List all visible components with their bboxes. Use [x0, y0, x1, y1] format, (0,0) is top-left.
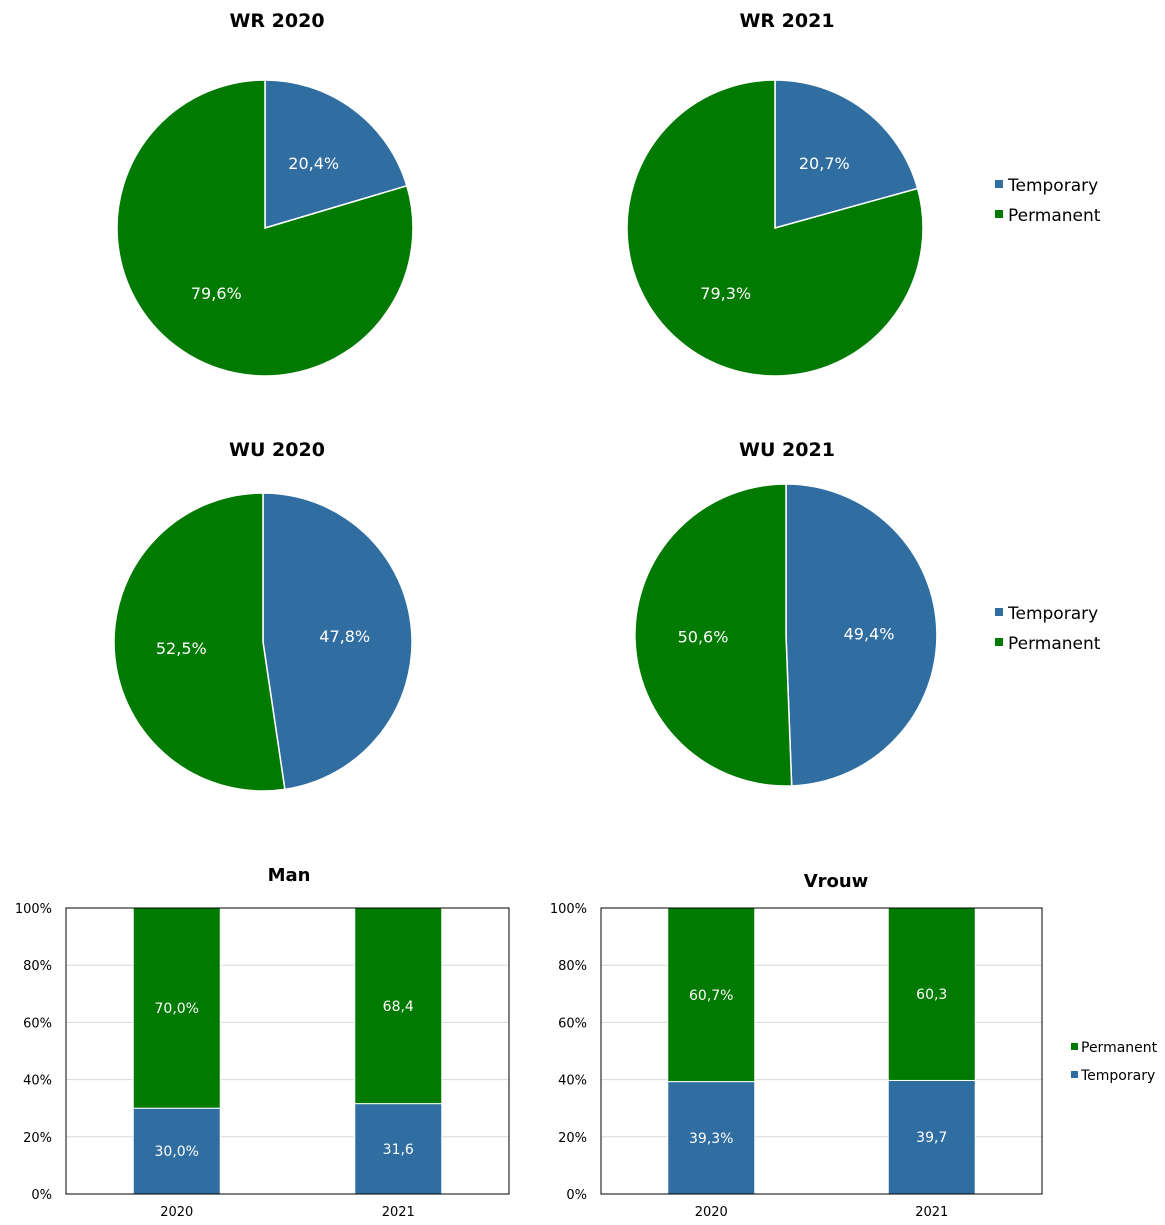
- y-tick-label: 60%: [558, 1016, 587, 1031]
- bar-chart-title: Vrouw: [804, 871, 869, 892]
- y-tick-label: 80%: [23, 959, 52, 974]
- pie-slice-permanent: [634, 483, 793, 787]
- bar-chart-vrouw: Vrouw 0% 20% 40% 60% 80% 100% 39,3% 60,7% 2020 39,…: [550, 871, 1158, 1220]
- pie-slice-temporary: [264, 79, 408, 230]
- pie-title: WU 2021: [739, 439, 835, 461]
- x-tick-label: 2020: [695, 1205, 728, 1220]
- legend-item-temporary: Temporary: [1080, 1068, 1155, 1084]
- y-tick-label: 100%: [15, 902, 52, 917]
- y-tick-label: 100%: [550, 902, 587, 917]
- y-tick-label: 80%: [558, 959, 587, 974]
- legend-swatch-permanent: [995, 210, 1003, 218]
- pie-chart-2: WR 2021 20,7% 79,3%: [626, 10, 924, 377]
- pie-legend: Temporary Permanent: [995, 176, 1101, 226]
- pie-title: WR 2021: [739, 10, 834, 32]
- plot-area-border: [600, 907, 1043, 1195]
- y-tick-label: 0%: [566, 1188, 587, 1203]
- pie-slice-temporary: [785, 483, 938, 787]
- y-tick-label: 0%: [31, 1188, 52, 1203]
- bar-data-label: 30,0%: [155, 1144, 199, 1160]
- legend-swatch-permanent: [995, 638, 1003, 646]
- legend-swatch-permanent: [1071, 1043, 1078, 1050]
- bar-segment-permanent: [132, 907, 221, 1109]
- y-tick-label: 20%: [23, 1131, 52, 1146]
- pie-title: WR 2020: [229, 10, 324, 32]
- legend-swatch-temporary: [995, 180, 1003, 188]
- bar-segment-permanent: [887, 907, 976, 1081]
- bar-segment-temporary: [667, 1081, 756, 1195]
- pie-slice-label: 79,6%: [191, 284, 242, 303]
- pie-slice-label: 20,7%: [799, 154, 850, 173]
- legend-item-temporary: Temporary: [1007, 604, 1098, 624]
- pie-slice-permanent: [113, 492, 286, 792]
- pie-slice-label: 49,4%: [844, 624, 895, 643]
- pie-slice-label: 79,3%: [700, 284, 751, 303]
- pie-title: WU 2020: [229, 439, 325, 461]
- pie-slice-temporary: [262, 492, 413, 791]
- bar-data-label: 39,3%: [689, 1131, 733, 1147]
- plot-area-border: [65, 907, 510, 1195]
- legend-swatch-temporary: [1071, 1071, 1078, 1078]
- bar-data-label: 68,4: [383, 999, 414, 1015]
- pie-slice-permanent: [116, 79, 414, 377]
- bar-data-label: 60,3: [916, 987, 947, 1003]
- y-tick-label: 60%: [23, 1016, 52, 1031]
- bar-legend: Permanent Temporary: [1071, 1040, 1158, 1084]
- legend-item-temporary: Temporary: [1007, 176, 1098, 196]
- pie-chart-4: WU 2021 49,4% 50,6%: [634, 439, 938, 787]
- pie-legend: Temporary Permanent: [995, 604, 1101, 654]
- y-tick-label: 40%: [23, 1074, 52, 1089]
- pie-slice-label: 20,4%: [288, 154, 339, 173]
- pie-slice-label: 50,6%: [678, 628, 729, 647]
- pie-chart-1: WR 2020 20,4% 79,6%: [116, 10, 414, 377]
- pie-chart-3: WU 2020 47,8% 52,5%: [113, 439, 413, 792]
- bar-data-label: 39,7: [916, 1130, 947, 1146]
- legend-swatch-temporary: [995, 608, 1003, 616]
- bar-data-label: 60,7%: [689, 988, 733, 1004]
- bar-data-label: 70,0%: [155, 1001, 199, 1017]
- legend-item-permanent: Permanent: [1008, 206, 1101, 226]
- bar-chart-title: Man: [268, 865, 311, 886]
- pie-slice-label: 52,5%: [156, 639, 207, 658]
- bar-segment-temporary: [132, 1107, 221, 1195]
- legend-item-permanent: Permanent: [1008, 634, 1101, 654]
- bar-chart-man: Man 0% 20% 40% 60% 80% 100% 30,0% 70,0% 2020 31,6 6…: [15, 865, 510, 1220]
- x-tick-label: 2021: [382, 1205, 415, 1220]
- x-tick-label: 2020: [160, 1205, 193, 1220]
- pie-slice-label: 47,8%: [319, 627, 370, 646]
- y-tick-label: 20%: [558, 1131, 587, 1146]
- pie-slice-permanent: [626, 79, 924, 377]
- bar-segment-permanent: [354, 907, 443, 1105]
- legend-item-permanent: Permanent: [1081, 1040, 1158, 1056]
- pie-slice-temporary: [774, 79, 919, 229]
- y-tick-label: 40%: [558, 1074, 587, 1089]
- x-tick-label: 2021: [915, 1205, 948, 1220]
- bar-segment-temporary: [887, 1079, 976, 1195]
- bar-data-label: 31,6: [383, 1142, 414, 1158]
- bar-segment-permanent: [667, 907, 756, 1083]
